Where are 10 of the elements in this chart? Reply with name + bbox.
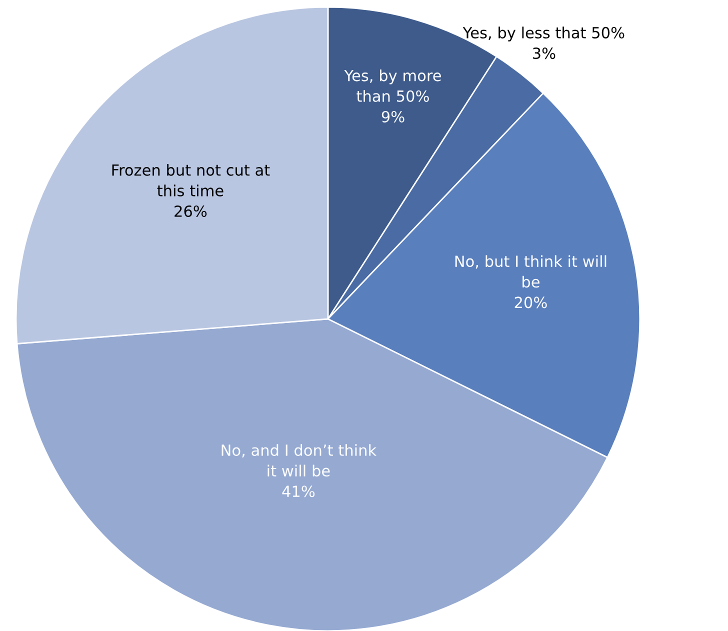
slice-label: Frozen but not cut at this time xyxy=(112,164,270,196)
slice-label: Yes, by less that 50% xyxy=(462,26,624,42)
data-label: 3% xyxy=(532,48,556,60)
slice-label: Yes, by more than 50% xyxy=(344,69,441,102)
data-label: 41% xyxy=(282,486,315,498)
data-label: 9% xyxy=(382,110,404,123)
data-label: 20% xyxy=(514,296,547,308)
slice-label: No, but I think it will be xyxy=(455,255,606,288)
data-label: 26% xyxy=(174,205,207,217)
slice-label: No, and I don’t think it will be xyxy=(222,444,377,477)
